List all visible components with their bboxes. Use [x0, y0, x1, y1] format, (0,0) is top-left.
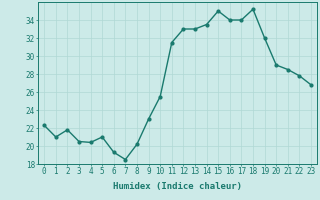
- X-axis label: Humidex (Indice chaleur): Humidex (Indice chaleur): [113, 182, 242, 191]
